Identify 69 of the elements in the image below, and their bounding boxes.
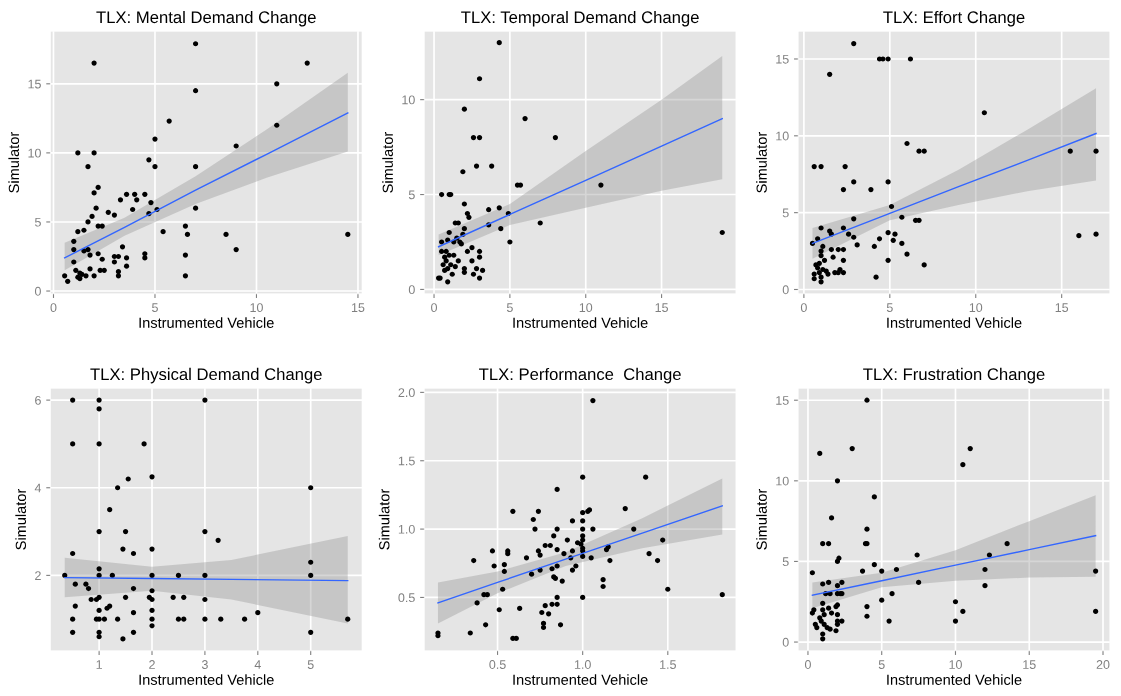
x-tick-label: 5 <box>878 660 885 669</box>
x-tick-label: 10 <box>250 303 263 312</box>
x-axis-title: Instrumented Vehicle <box>887 674 1022 685</box>
y-axis-title: Simulator <box>8 132 20 193</box>
chart-title: TLX: Performance Change <box>479 367 681 384</box>
chart-title: TLX: Frustration Change <box>863 367 1045 384</box>
x-tick-label: 0.5 <box>489 660 506 669</box>
chart-title: TLX: Mental Demand Change <box>96 10 316 27</box>
y-tick-label: 5 <box>34 217 41 227</box>
line-series <box>811 534 1097 596</box>
x-tick-label: 4 <box>254 660 261 669</box>
y-axis-title: Simulator <box>15 488 27 550</box>
x-tick-label: 5 <box>307 660 314 669</box>
y-tick-label: 6 <box>35 395 41 405</box>
x-tick-label: 5 <box>506 303 513 312</box>
x-tick-label: 5 <box>886 303 893 312</box>
x-tick-label: 5 <box>152 303 158 312</box>
x-axis-title: Instrumented Vehicle <box>139 317 274 328</box>
line-series <box>811 132 1097 245</box>
x-axis-title: Instrumented Vehicle <box>513 674 648 685</box>
y-tick-label: 15 <box>776 54 789 64</box>
x-tick-label: 10 <box>949 660 962 669</box>
y-tick-label: 10 <box>28 148 41 158</box>
y-tick-label: 5 <box>782 208 789 218</box>
chart-title: TLX: Physical Demand Change <box>90 367 322 384</box>
x-tick-label: 20 <box>1096 660 1110 669</box>
chart-title: TLX: Effort Change <box>883 10 1025 27</box>
y-axis-title: Simulator <box>378 488 390 550</box>
x-axis-title: Instrumented Vehicle <box>513 317 648 328</box>
y-tick-label: 10 <box>402 95 415 105</box>
y-axis-title: Simulator <box>382 132 393 193</box>
x-axis-title: Instrumented Vehicle <box>887 317 1022 328</box>
x-tick-label: 15 <box>1055 303 1069 312</box>
y-axis-title: Simulator <box>756 132 767 193</box>
x-tick-label: 2 <box>149 660 155 669</box>
x-tick-label: 0 <box>800 303 807 312</box>
y-tick-label: 4 <box>34 483 42 493</box>
x-tick-label: 10 <box>969 303 983 312</box>
y-tick-label: 2 <box>35 571 41 580</box>
y-tick-label: 10 <box>776 131 789 141</box>
chart-title: TLX: Temporal Demand Change <box>461 10 699 27</box>
line-series <box>63 112 349 259</box>
y-tick-label: 1.0 <box>398 524 415 534</box>
y-tick-label: 0 <box>782 285 789 295</box>
x-tick-label: 15 <box>1023 660 1036 669</box>
y-tick-label: 1.5 <box>398 456 415 466</box>
x-tick-label: 15 <box>655 303 668 312</box>
x-tick-label: 0 <box>431 303 438 312</box>
y-tick-label: 5 <box>408 190 415 200</box>
x-tick-label: 3 <box>201 660 208 669</box>
x-tick-label: 1 <box>96 660 102 669</box>
x-tick-label: 1.5 <box>660 660 676 669</box>
x-tick-label: 0 <box>50 303 57 312</box>
line-series <box>437 505 723 604</box>
y-tick-label: 15 <box>28 79 41 89</box>
x-tick-label: 10 <box>579 303 593 312</box>
y-tick-label: 2.0 <box>398 388 415 398</box>
y-axis-title: Simulator <box>756 488 767 550</box>
y-tick-label: 15 <box>776 396 789 405</box>
y-tick-label: 0 <box>408 285 415 295</box>
y-tick-label: 0 <box>782 637 789 647</box>
x-tick-label: 1.0 <box>574 660 591 669</box>
x-tick-label: 0 <box>804 660 811 669</box>
y-tick-label: 0.5 <box>398 593 415 603</box>
y-tick-label: 5 <box>782 557 789 567</box>
x-axis-title: Instrumented Vehicle <box>139 674 274 685</box>
x-tick-label: 15 <box>351 303 365 312</box>
y-tick-label: 10 <box>776 476 789 486</box>
y-tick-label: 0 <box>34 286 41 296</box>
